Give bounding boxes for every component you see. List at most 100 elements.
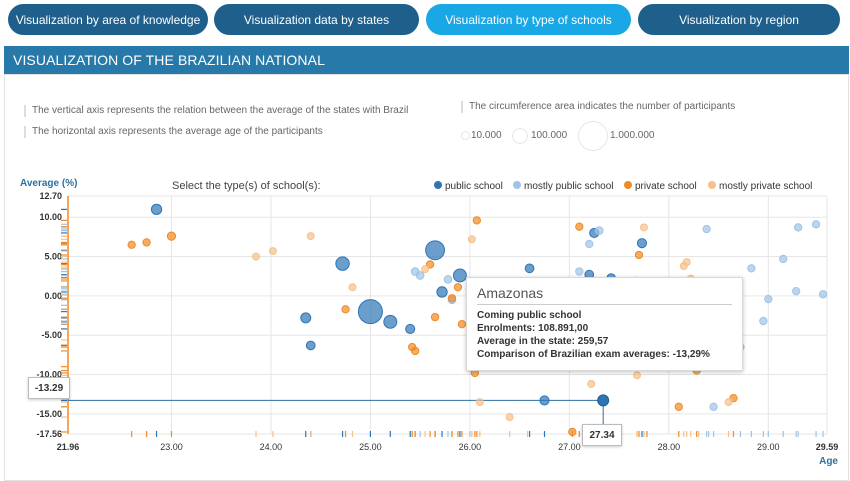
data-point[interactable] (791, 287, 801, 296)
data-point[interactable] (587, 379, 596, 388)
x-tick-label: 27.00 (558, 442, 581, 452)
legend-label[interactable]: public school (445, 181, 503, 192)
data-point[interactable] (633, 371, 641, 380)
data-point[interactable] (505, 413, 514, 421)
data-point[interactable] (818, 290, 828, 299)
data-point[interactable] (443, 275, 453, 284)
data-point[interactable] (300, 312, 312, 324)
note-horizontal-axis: The horizontal axis represents the avera… (24, 126, 323, 138)
data-point[interactable] (142, 238, 151, 247)
tooltip-state-average: Average in the state: 259,57 (477, 336, 609, 347)
data-point[interactable] (166, 231, 177, 241)
legend-swatch[interactable] (708, 181, 716, 189)
data-point[interactable] (425, 260, 435, 269)
crosshair-y-label: -13.29 (28, 377, 70, 399)
size-label-small: 10.000 (471, 130, 502, 141)
legend-label[interactable]: private school (635, 181, 697, 192)
data-point[interactable] (268, 247, 277, 256)
y-tick-label: 5.00 (44, 252, 62, 262)
data-point[interactable] (405, 323, 416, 334)
data-point[interactable] (447, 294, 457, 303)
data-point[interactable] (539, 395, 550, 406)
data-point[interactable] (425, 240, 446, 261)
note-vertical-axis: The vertical axis represents the relatio… (24, 105, 408, 117)
tooltip-enrolments: Enrolments: 108.891,00 (477, 323, 589, 334)
data-point[interactable] (636, 238, 648, 249)
data-point[interactable] (759, 316, 768, 326)
data-point[interactable] (585, 239, 594, 249)
data-point[interactable] (305, 340, 316, 351)
data-point[interactable] (421, 265, 430, 274)
data-point[interactable] (779, 254, 788, 264)
y-tick-label: -15.00 (36, 409, 62, 419)
data-point[interactable] (472, 216, 482, 225)
data-point[interactable] (575, 222, 584, 231)
data-point[interactable] (467, 235, 476, 244)
legend-swatch[interactable] (513, 181, 521, 189)
tooltip-title: Amazonas (477, 285, 732, 305)
data-point[interactable] (639, 223, 648, 232)
x-tick-label: 25.00 (359, 442, 382, 452)
data-point[interactable] (709, 402, 718, 411)
data-point[interactable] (793, 223, 803, 232)
legend-swatch[interactable] (624, 181, 632, 189)
data-point[interactable] (127, 240, 136, 249)
data-point[interactable] (764, 294, 773, 304)
data-point[interactable] (252, 252, 260, 261)
size-swatch-large (578, 121, 608, 151)
data-point[interactable] (452, 268, 467, 283)
data-point[interactable] (594, 226, 604, 235)
axis-rug (61, 208, 824, 437)
tab-by-region[interactable]: Visualization by region (638, 4, 840, 35)
data-point[interactable] (411, 346, 420, 356)
crosshair (68, 399, 604, 434)
tooltip-comparison: Comparison of Brazilian exam averages: -… (477, 349, 710, 360)
legend-label[interactable]: mostly private school (719, 181, 812, 192)
tab-data-by-states[interactable]: Visualization data by states (214, 4, 419, 35)
x-axis-title: Age (819, 456, 838, 467)
page-title: VISUALIZATION OF THE BRAZILIAN NATIONAL (4, 46, 849, 74)
x-tick-label: 23.00 (160, 442, 183, 452)
data-point[interactable] (150, 203, 163, 216)
x-tick-label: 28.00 (658, 442, 681, 452)
data-point[interactable] (634, 250, 644, 260)
y-tick-label: -17.56 (36, 429, 62, 439)
series-legend: public school mostly public school private… (434, 181, 812, 192)
legend-swatch[interactable] (434, 181, 442, 189)
crosshair-x-label: 27.34 (582, 424, 622, 446)
data-point[interactable] (702, 224, 711, 234)
data-point[interactable] (682, 258, 691, 267)
data-point[interactable] (335, 256, 350, 271)
data-point[interactable] (674, 402, 683, 411)
data-point[interactable] (724, 398, 733, 407)
data-point[interactable] (306, 232, 315, 241)
data-point[interactable] (383, 314, 398, 329)
data-point[interactable] (568, 427, 577, 437)
data-point[interactable] (475, 398, 484, 407)
y-tick-label: 10.00 (39, 212, 62, 222)
size-label-large: 1.000.000 (610, 130, 655, 141)
data-point[interactable] (430, 312, 440, 322)
data-point[interactable] (575, 267, 584, 276)
tab-type-of-schools[interactable]: Visualization by type of schools (426, 4, 631, 35)
data-point[interactable] (811, 220, 821, 229)
size-swatch-medium (512, 128, 528, 144)
data-point[interactable] (436, 286, 448, 298)
data-point[interactable] (457, 320, 467, 329)
y-axis-ticks: 12.70 10.00 5.00 0.00 -5.00 -10.00 -15.00 -17.5… (36, 191, 62, 439)
legend-label[interactable]: mostly public school (524, 181, 613, 192)
data-point[interactable] (415, 271, 425, 280)
data-point[interactable] (747, 264, 756, 273)
state-tooltip: Amazonas Coming public school Enrolments… (466, 277, 743, 371)
data-point[interactable] (524, 263, 535, 274)
data-point[interactable] (348, 283, 357, 292)
data-point[interactable] (357, 299, 383, 325)
size-label-medium: 100.000 (531, 130, 568, 141)
note-circumference: The circumference area indicates the num… (461, 101, 735, 113)
filter-label: Select the type(s) of school(s): (172, 180, 321, 192)
tab-area-of-knowledge[interactable]: Visualization by area of knowledge (8, 4, 208, 35)
data-point[interactable] (453, 283, 463, 292)
data-point[interactable] (341, 305, 350, 314)
data-point[interactable] (597, 394, 610, 407)
